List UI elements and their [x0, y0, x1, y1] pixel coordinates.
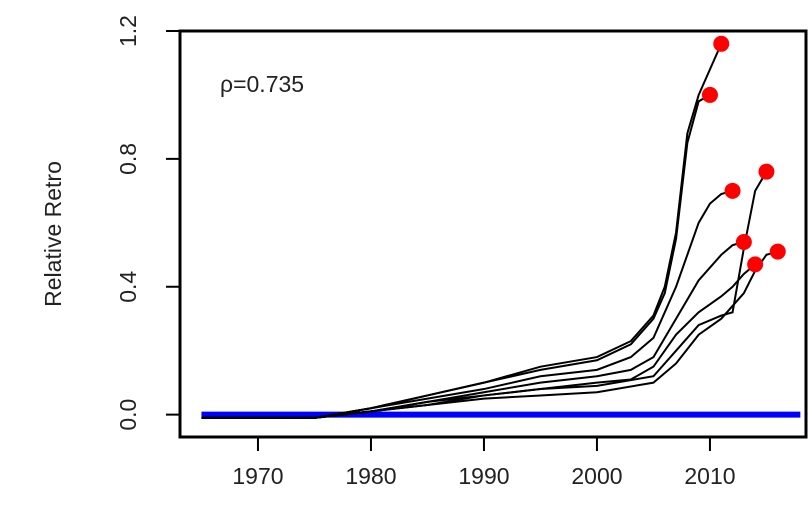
- x-tick-label: 2000: [571, 463, 622, 489]
- retro-line: [201, 263, 756, 419]
- x-tick-label: 1990: [458, 463, 509, 489]
- endpoint: [758, 163, 775, 180]
- endpoint: [724, 182, 741, 199]
- plot-frame: [178, 29, 808, 439]
- retro-line: [201, 250, 779, 419]
- retro-line: [201, 189, 733, 419]
- endpoint: [701, 86, 718, 103]
- endpoint: [769, 243, 786, 260]
- x-tick-label: 2010: [684, 463, 735, 489]
- x-tick-label: 1980: [345, 463, 396, 489]
- endpoint: [735, 233, 752, 250]
- retro-line: [201, 171, 768, 419]
- y-tick-label: 0.0: [115, 399, 141, 431]
- y-tick-label: 0.4: [115, 271, 141, 303]
- y-tick-label: 1.2: [115, 15, 141, 47]
- endpoint: [747, 256, 764, 273]
- endpoint: [713, 35, 730, 52]
- y-axis-label: Relative Retro: [40, 161, 66, 307]
- annotation: ρ=0.735: [220, 71, 304, 97]
- x-tick-label: 1970: [232, 463, 283, 489]
- y-tick-label: 0.8: [115, 143, 141, 175]
